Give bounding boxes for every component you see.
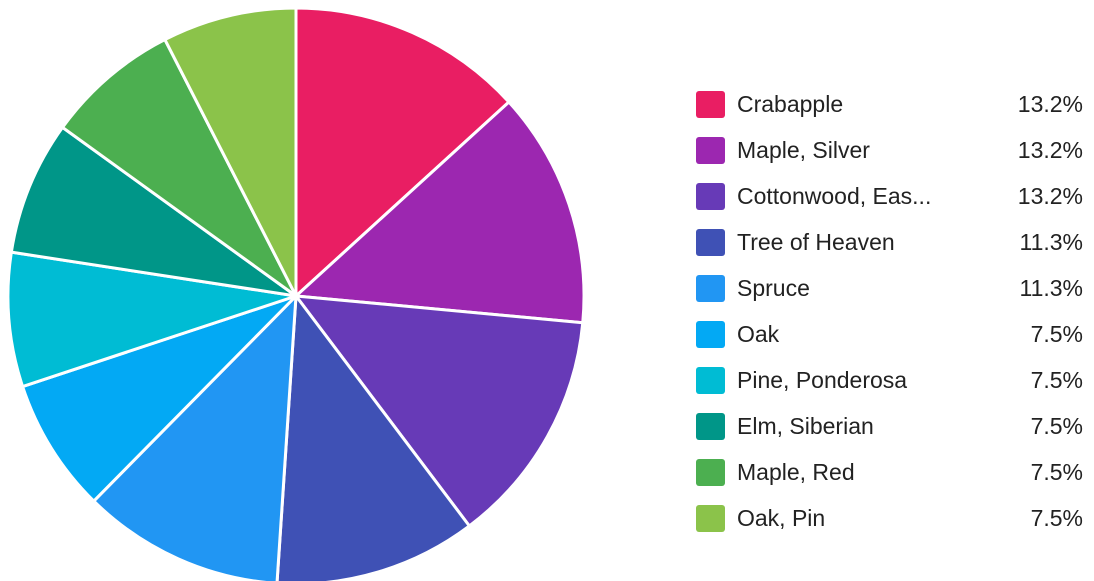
legend-value: 13.2% (1017, 137, 1083, 163)
pie-slice-4[interactable] (92, 294, 298, 581)
pie-slice-5[interactable] (21, 294, 298, 503)
legend-value: 11.3% (1019, 275, 1083, 301)
legend-item[interactable]: Pine, Ponderosa 7.5% (696, 358, 1088, 404)
legend-label: Elm, Siberian (737, 413, 874, 439)
legend-value: 7.5% (1030, 321, 1083, 347)
pie-slice-9[interactable] (163, 6, 298, 298)
legend-item[interactable]: Maple, Red 7.5% (696, 450, 1088, 496)
legend-label: Spruce (737, 275, 810, 301)
pie-slice-8[interactable] (61, 38, 298, 298)
pie-slice-7[interactable] (9, 125, 298, 298)
legend-value: 13.2% (1017, 91, 1083, 117)
pie-plot (6, 6, 586, 581)
legend-swatch (696, 275, 725, 302)
legend-value: 13.2% (1017, 183, 1083, 209)
legend-label: Crabapple (737, 91, 844, 117)
legend-label: Maple, Silver (737, 137, 870, 163)
legend-item[interactable]: Elm, Siberian 7.5% (696, 404, 1088, 450)
legend-item[interactable]: Maple, Silver 13.2% (696, 128, 1088, 174)
legend-swatch (696, 413, 725, 440)
legend-label: Pine, Ponderosa (737, 367, 908, 393)
legend-label: Tree of Heaven (737, 229, 895, 255)
legend-value: 7.5% (1030, 505, 1083, 531)
legend-label: Maple, Red (737, 459, 855, 485)
pie-slice-3[interactable] (275, 294, 471, 581)
pie-slice-0[interactable] (294, 6, 511, 298)
legend-swatch (696, 459, 725, 486)
pie-slice-2[interactable] (294, 294, 585, 528)
legend-label: Oak (737, 321, 780, 347)
legend-value: 7.5% (1030, 367, 1083, 393)
legend-item[interactable]: Tree of Heaven 11.3% (696, 220, 1088, 266)
legend-swatch (696, 137, 725, 164)
legend-swatch (696, 183, 725, 210)
legend: Crabapple 13.2% Maple, Silver 13.2% Cottonwo… (696, 82, 1088, 542)
legend-swatch (696, 229, 725, 256)
legend-label: Oak, Pin (737, 505, 826, 531)
legend-value: 7.5% (1030, 459, 1083, 485)
legend-item[interactable]: Oak 7.5% (696, 312, 1088, 358)
legend-item[interactable]: Oak, Pin 7.5% (696, 496, 1088, 542)
legend-label: Cottonwood, Eas... (737, 183, 932, 209)
legend-item[interactable]: Spruce 11.3% (696, 266, 1088, 312)
legend-item[interactable]: Crabapple 13.2% (696, 82, 1088, 128)
legend-swatch (696, 91, 725, 118)
legend-item[interactable]: Cottonwood, Eas... 13.2% (696, 174, 1088, 220)
legend-swatch (696, 321, 725, 348)
legend-value: 11.3% (1019, 229, 1083, 255)
legend-value: 7.5% (1030, 413, 1083, 439)
legend-swatch (696, 505, 725, 532)
legend-swatch (696, 367, 725, 394)
pie-slice-1[interactable] (294, 100, 586, 325)
